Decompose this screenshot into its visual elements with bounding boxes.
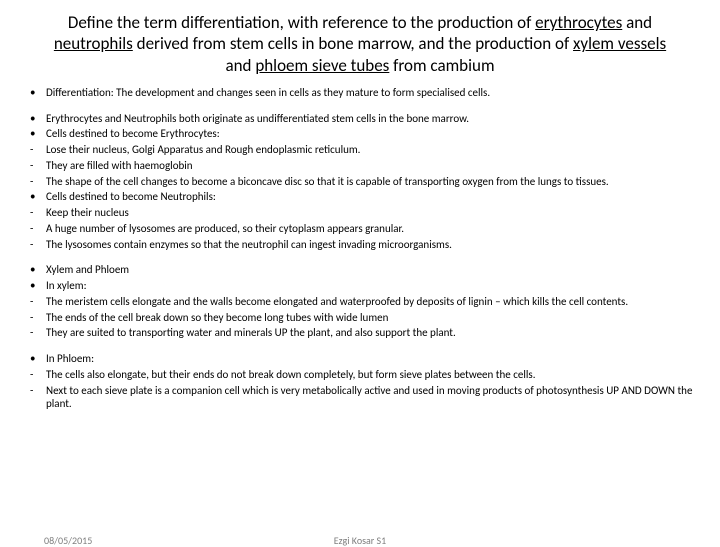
footer-author: Ezgi Kosar S1 <box>334 534 386 547</box>
list-marker: - <box>30 384 33 398</box>
list-text: Xylem and Phloem <box>46 263 129 276</box>
list-marker: - <box>30 175 33 189</box>
list-marker: - <box>30 143 33 157</box>
list-marker: • <box>30 112 35 126</box>
list-text: Keep their nucleus <box>46 206 129 219</box>
slide-title: Define the term differentiation, with re… <box>40 12 680 76</box>
list-item: -The cells also elongate, but their ends… <box>24 368 696 382</box>
title-text-5: from cambium <box>389 55 494 76</box>
list-gap <box>24 102 696 112</box>
title-text-2: and <box>622 12 652 33</box>
list-marker: - <box>30 238 33 252</box>
list-item: • In xylem: <box>24 279 696 293</box>
body-list: • Differentiation: The development and ch… <box>24 86 696 411</box>
list-marker: • <box>30 352 35 366</box>
list-item: • Xylem and Phloem <box>24 263 696 277</box>
list-text: Differentiation: The development and cha… <box>46 86 490 99</box>
list-item: • Cells destined to become Erythrocytes: <box>24 127 696 141</box>
list-text: The cells also elongate, but their ends … <box>46 368 535 381</box>
list-text: Next to each sieve plate is a companion … <box>46 384 692 411</box>
list-item: -The meristem cells elongate and the wal… <box>24 295 696 309</box>
list-text: Cells destined to become Erythrocytes: <box>46 127 220 140</box>
list-item: -The ends of the cell break down so they… <box>24 311 696 325</box>
list-text: Erythrocytes and Neutrophils both origin… <box>46 112 469 125</box>
list-marker: • <box>30 263 35 277</box>
list-item: • In Phloem: <box>24 352 696 366</box>
list-text: The shape of the cell changes to become … <box>46 175 609 188</box>
list-text: In Phloem: <box>46 352 94 365</box>
list-item: • Differentiation: The development and ch… <box>24 86 696 100</box>
list-item: -A huge number of lysosomes are produced… <box>24 222 696 236</box>
list-text: The meristem cells elongate and the wall… <box>46 295 628 308</box>
list-item: -Next to each sieve plate is a companion… <box>24 384 696 412</box>
list-marker: • <box>30 279 35 293</box>
title-underline-1: erythrocytes <box>535 12 622 33</box>
list-gap <box>24 342 696 352</box>
list-marker: - <box>30 311 33 325</box>
list-text: Lose their nucleus, Golgi Apparatus and … <box>46 143 360 156</box>
list-marker: • <box>30 127 35 141</box>
list-marker: - <box>30 222 33 236</box>
list-text: The ends of the cell break down so they … <box>46 311 388 324</box>
slide: Define the term differentiation, with re… <box>0 0 720 540</box>
list-text: The lysosomes contain enzymes so that th… <box>46 238 452 251</box>
title-underline-4: phloem sieve tubes <box>255 55 389 76</box>
list-text: They are filled with haemoglobin <box>46 159 193 172</box>
list-item: -The shape of the cell changes to become… <box>24 175 696 189</box>
list-item: -Lose their nucleus, Golgi Apparatus and… <box>24 143 696 157</box>
list-marker: - <box>30 159 33 173</box>
list-marker: - <box>30 326 33 340</box>
list-marker: • <box>30 190 35 204</box>
list-text: Cells destined to become Neutrophils: <box>46 190 216 203</box>
title-text-4: and <box>225 55 255 76</box>
list-text: A huge number of lysosomes are produced,… <box>46 222 404 235</box>
list-item: • Cells destined to become Neutrophils: <box>24 190 696 204</box>
footer-date: 08/05/2015 <box>44 534 92 547</box>
list-text: In xylem: <box>46 279 87 292</box>
list-text: They are suited to transporting water an… <box>46 326 456 339</box>
list-item: -The lysosomes contain enzymes so that t… <box>24 238 696 252</box>
list-marker: - <box>30 206 33 220</box>
list-item: -They are filled with haemoglobin <box>24 159 696 173</box>
title-text-3: derived from stem cells in bone marrow, … <box>133 33 573 54</box>
list-gap <box>24 253 696 263</box>
list-item: • Erythrocytes and Neutrophils both origi… <box>24 112 696 126</box>
list-marker: • <box>30 86 35 100</box>
title-text-1: Define the term differentiation, with re… <box>68 12 535 33</box>
title-underline-3: xylem vessels <box>573 33 666 54</box>
list-marker: - <box>30 368 33 382</box>
list-item: -They are suited to transporting water a… <box>24 326 696 340</box>
title-underline-2: neutrophils <box>54 33 133 54</box>
list-item: -Keep their nucleus <box>24 206 696 220</box>
list-marker: - <box>30 295 33 309</box>
